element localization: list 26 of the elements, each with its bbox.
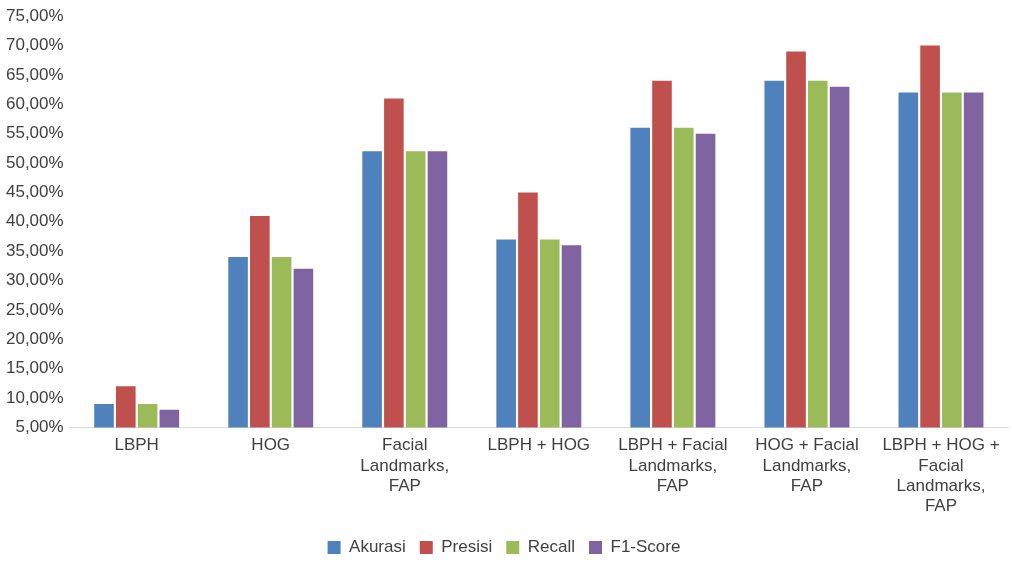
y-tick-label: 55,00% — [5, 123, 64, 143]
y-tick-label: 60,00% — [5, 94, 64, 113]
x-tick-label: HOG + Facial Landmarks, FAP — [755, 435, 859, 496]
y-tick-label: 35,00% — [5, 240, 64, 260]
y-tick-label: 20,00% — [5, 328, 64, 348]
legend-label: F1-Score — [610, 537, 681, 557]
x-tick-label: LBPH + HOG — [487, 435, 591, 455]
y-tick-label: 40,00% — [5, 211, 64, 231]
x-tick-label: LBPH — [114, 435, 159, 455]
x-tick-label: HOG — [251, 435, 291, 455]
y-tick-label: 65,00% — [5, 64, 64, 84]
legend-label: Presisi — [441, 537, 493, 557]
x-tick-label: LBPH + HOG + Facial Landmarks, FAP — [882, 435, 1000, 516]
y-tick-label: 45,00% — [5, 182, 64, 202]
y-tick-label: 15,00% — [5, 358, 64, 378]
x-tick-label: LBPH + Facial Landmarks, FAP — [618, 435, 728, 496]
y-tick-label: 10,00% — [5, 387, 64, 407]
y-tick-label: 5,00% — [15, 417, 64, 437]
y-tick-label: 70,00% — [5, 35, 64, 55]
x-tick-label: Facial Landmarks, FAP — [360, 435, 450, 496]
legend-label: Recall — [527, 537, 576, 557]
y-tick-label: 50,00% — [5, 152, 64, 172]
legend-label: Akurasi — [349, 537, 406, 557]
y-tick-label: 25,00% — [5, 299, 64, 319]
y-tick-label: 75,00% — [5, 5, 64, 25]
y-tick-label: 30,00% — [5, 270, 64, 290]
